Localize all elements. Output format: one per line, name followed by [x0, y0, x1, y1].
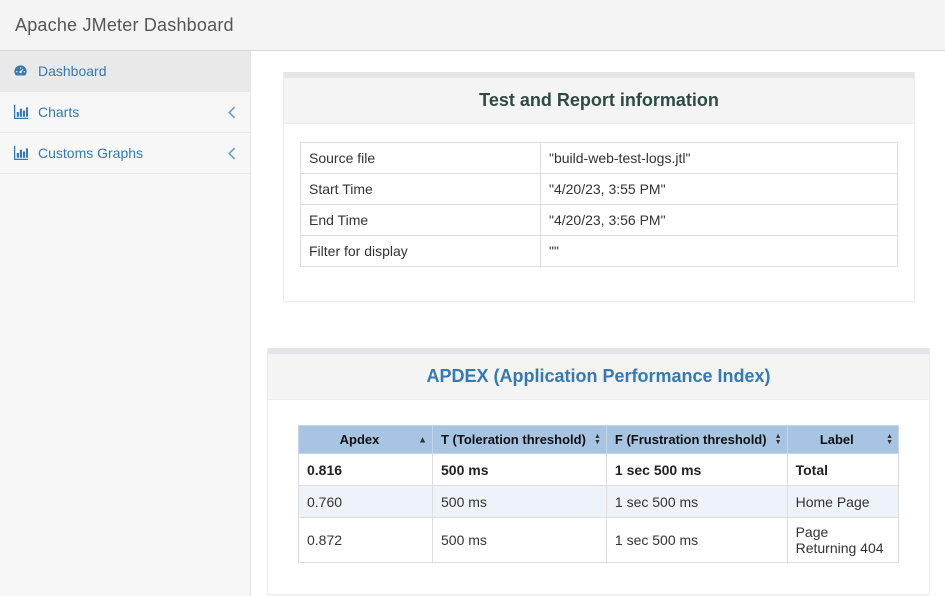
sidebar: Dashboard Charts — [0, 51, 251, 596]
apdex-column-label: Label — [819, 432, 854, 447]
apdex-cell: 0.872 — [298, 517, 433, 563]
apdex-header-row: Apdex ▲ T (Toleration threshold) ▲ ▼ F (Frust… — [298, 425, 900, 454]
info-row-label: Start Time — [300, 173, 541, 205]
info-row-value: "4/20/23, 3:56 PM" — [540, 204, 898, 236]
sort-ascending-icon: ▲ — [418, 434, 427, 444]
sidebar-item-customs-graphs[interactable]: Customs Graphs — [0, 133, 250, 174]
apdex-cell: 500 ms — [432, 517, 607, 563]
chevron-left-icon — [227, 106, 236, 119]
apdex-column-label: T (Toleration threshold) — [441, 432, 586, 447]
test-info-panel-body: Source file "build-web-test-logs.jtl" Star… — [284, 124, 914, 301]
apdex-column-header[interactable]: F (Frustration threshold) ▲ ▼ — [605, 425, 788, 454]
bar-chart-icon — [13, 146, 29, 160]
test-info-table: Source file "build-web-test-logs.jtl" Star… — [300, 142, 898, 267]
sort-unsorted-icon: ▲ ▼ — [593, 432, 601, 446]
test-info-panel: Test and Report information Source file "… — [283, 72, 915, 302]
apdex-cell: 500 ms — [432, 453, 607, 486]
top-navbar: Apache JMeter Dashboard — [0, 0, 945, 51]
apdex-panel: APDEX (Application Performance Index) Ap… — [267, 348, 930, 595]
sidebar-item-dashboard[interactable]: Dashboard — [0, 51, 250, 92]
info-row-value: "4/20/23, 3:55 PM" — [540, 173, 898, 205]
apdex-panel-body: Apdex ▲ T (Toleration threshold) ▲ ▼ F (Frust… — [268, 400, 929, 594]
info-row: Start Time "4/20/23, 3:55 PM" — [300, 173, 898, 205]
info-row-label: End Time — [300, 204, 541, 236]
sort-unsorted-icon: ▲ ▼ — [886, 432, 893, 446]
main-content: Test and Report information Source file "… — [251, 51, 945, 596]
sidebar-item-charts[interactable]: Charts — [0, 92, 250, 133]
sidebar-item-label: Customs Graphs — [38, 145, 144, 161]
apdex-column-header[interactable]: Apdex ▲ — [298, 425, 433, 454]
apdex-row: 0.816 500 ms 1 sec 500 ms Total — [298, 453, 900, 486]
apdex-cell: 1 sec 500 ms — [605, 517, 788, 563]
info-row-value: "build-web-test-logs.jtl" — [540, 142, 898, 174]
test-info-panel-title: Test and Report information — [479, 90, 719, 110]
info-row: Source file "build-web-test-logs.jtl" — [300, 142, 898, 174]
apdex-row: 0.760 500 ms 1 sec 500 ms Home Page — [298, 485, 900, 518]
sidebar-item-label: Charts — [38, 104, 80, 120]
panel-top-strip — [268, 348, 929, 354]
apdex-panel-heading: APDEX (Application Performance Index) — [268, 354, 929, 400]
apdex-table: Apdex ▲ T (Toleration threshold) ▲ ▼ F (Frust… — [298, 425, 900, 563]
apdex-cell: 1 sec 500 ms — [605, 453, 788, 486]
bar-chart-icon — [13, 105, 29, 119]
apdex-column-label: Apdex — [339, 432, 380, 447]
apdex-cell: Page Returning 404 — [786, 517, 900, 563]
apdex-column-label: F (Frustration threshold) — [614, 432, 767, 447]
apdex-row: 0.872 500 ms 1 sec 500 ms Page Returning 40… — [298, 517, 900, 563]
dashboard-gauge-icon — [13, 64, 29, 79]
test-info-panel-heading: Test and Report information — [284, 78, 914, 124]
apdex-panel-title: APDEX (Application Performance Index) — [426, 366, 771, 386]
apdex-cell: 0.816 — [298, 453, 433, 486]
apdex-cell: 0.760 — [298, 485, 433, 518]
apdex-column-header[interactable]: Label ▲ ▼ — [786, 425, 900, 454]
info-row: Filter for display "" — [300, 235, 898, 267]
info-row-value: "" — [540, 235, 898, 267]
info-row: End Time "4/20/23, 3:56 PM" — [300, 204, 898, 236]
apdex-cell: 500 ms — [432, 485, 607, 518]
apdex-cell: Home Page — [786, 485, 900, 518]
layout: Dashboard Charts — [0, 51, 945, 596]
chevron-left-icon — [227, 147, 236, 160]
apdex-column-header[interactable]: T (Toleration threshold) ▲ ▼ — [432, 425, 607, 454]
app-title: Apache JMeter Dashboard — [15, 14, 234, 35]
apdex-cell: 1 sec 500 ms — [605, 485, 788, 518]
panel-top-strip — [284, 72, 914, 78]
sidebar-item-label: Dashboard — [38, 63, 107, 79]
sort-unsorted-icon: ▲ ▼ — [774, 432, 782, 446]
info-row-label: Source file — [300, 142, 541, 174]
apdex-cell: Total — [786, 453, 900, 486]
info-row-label: Filter for display — [300, 235, 541, 267]
